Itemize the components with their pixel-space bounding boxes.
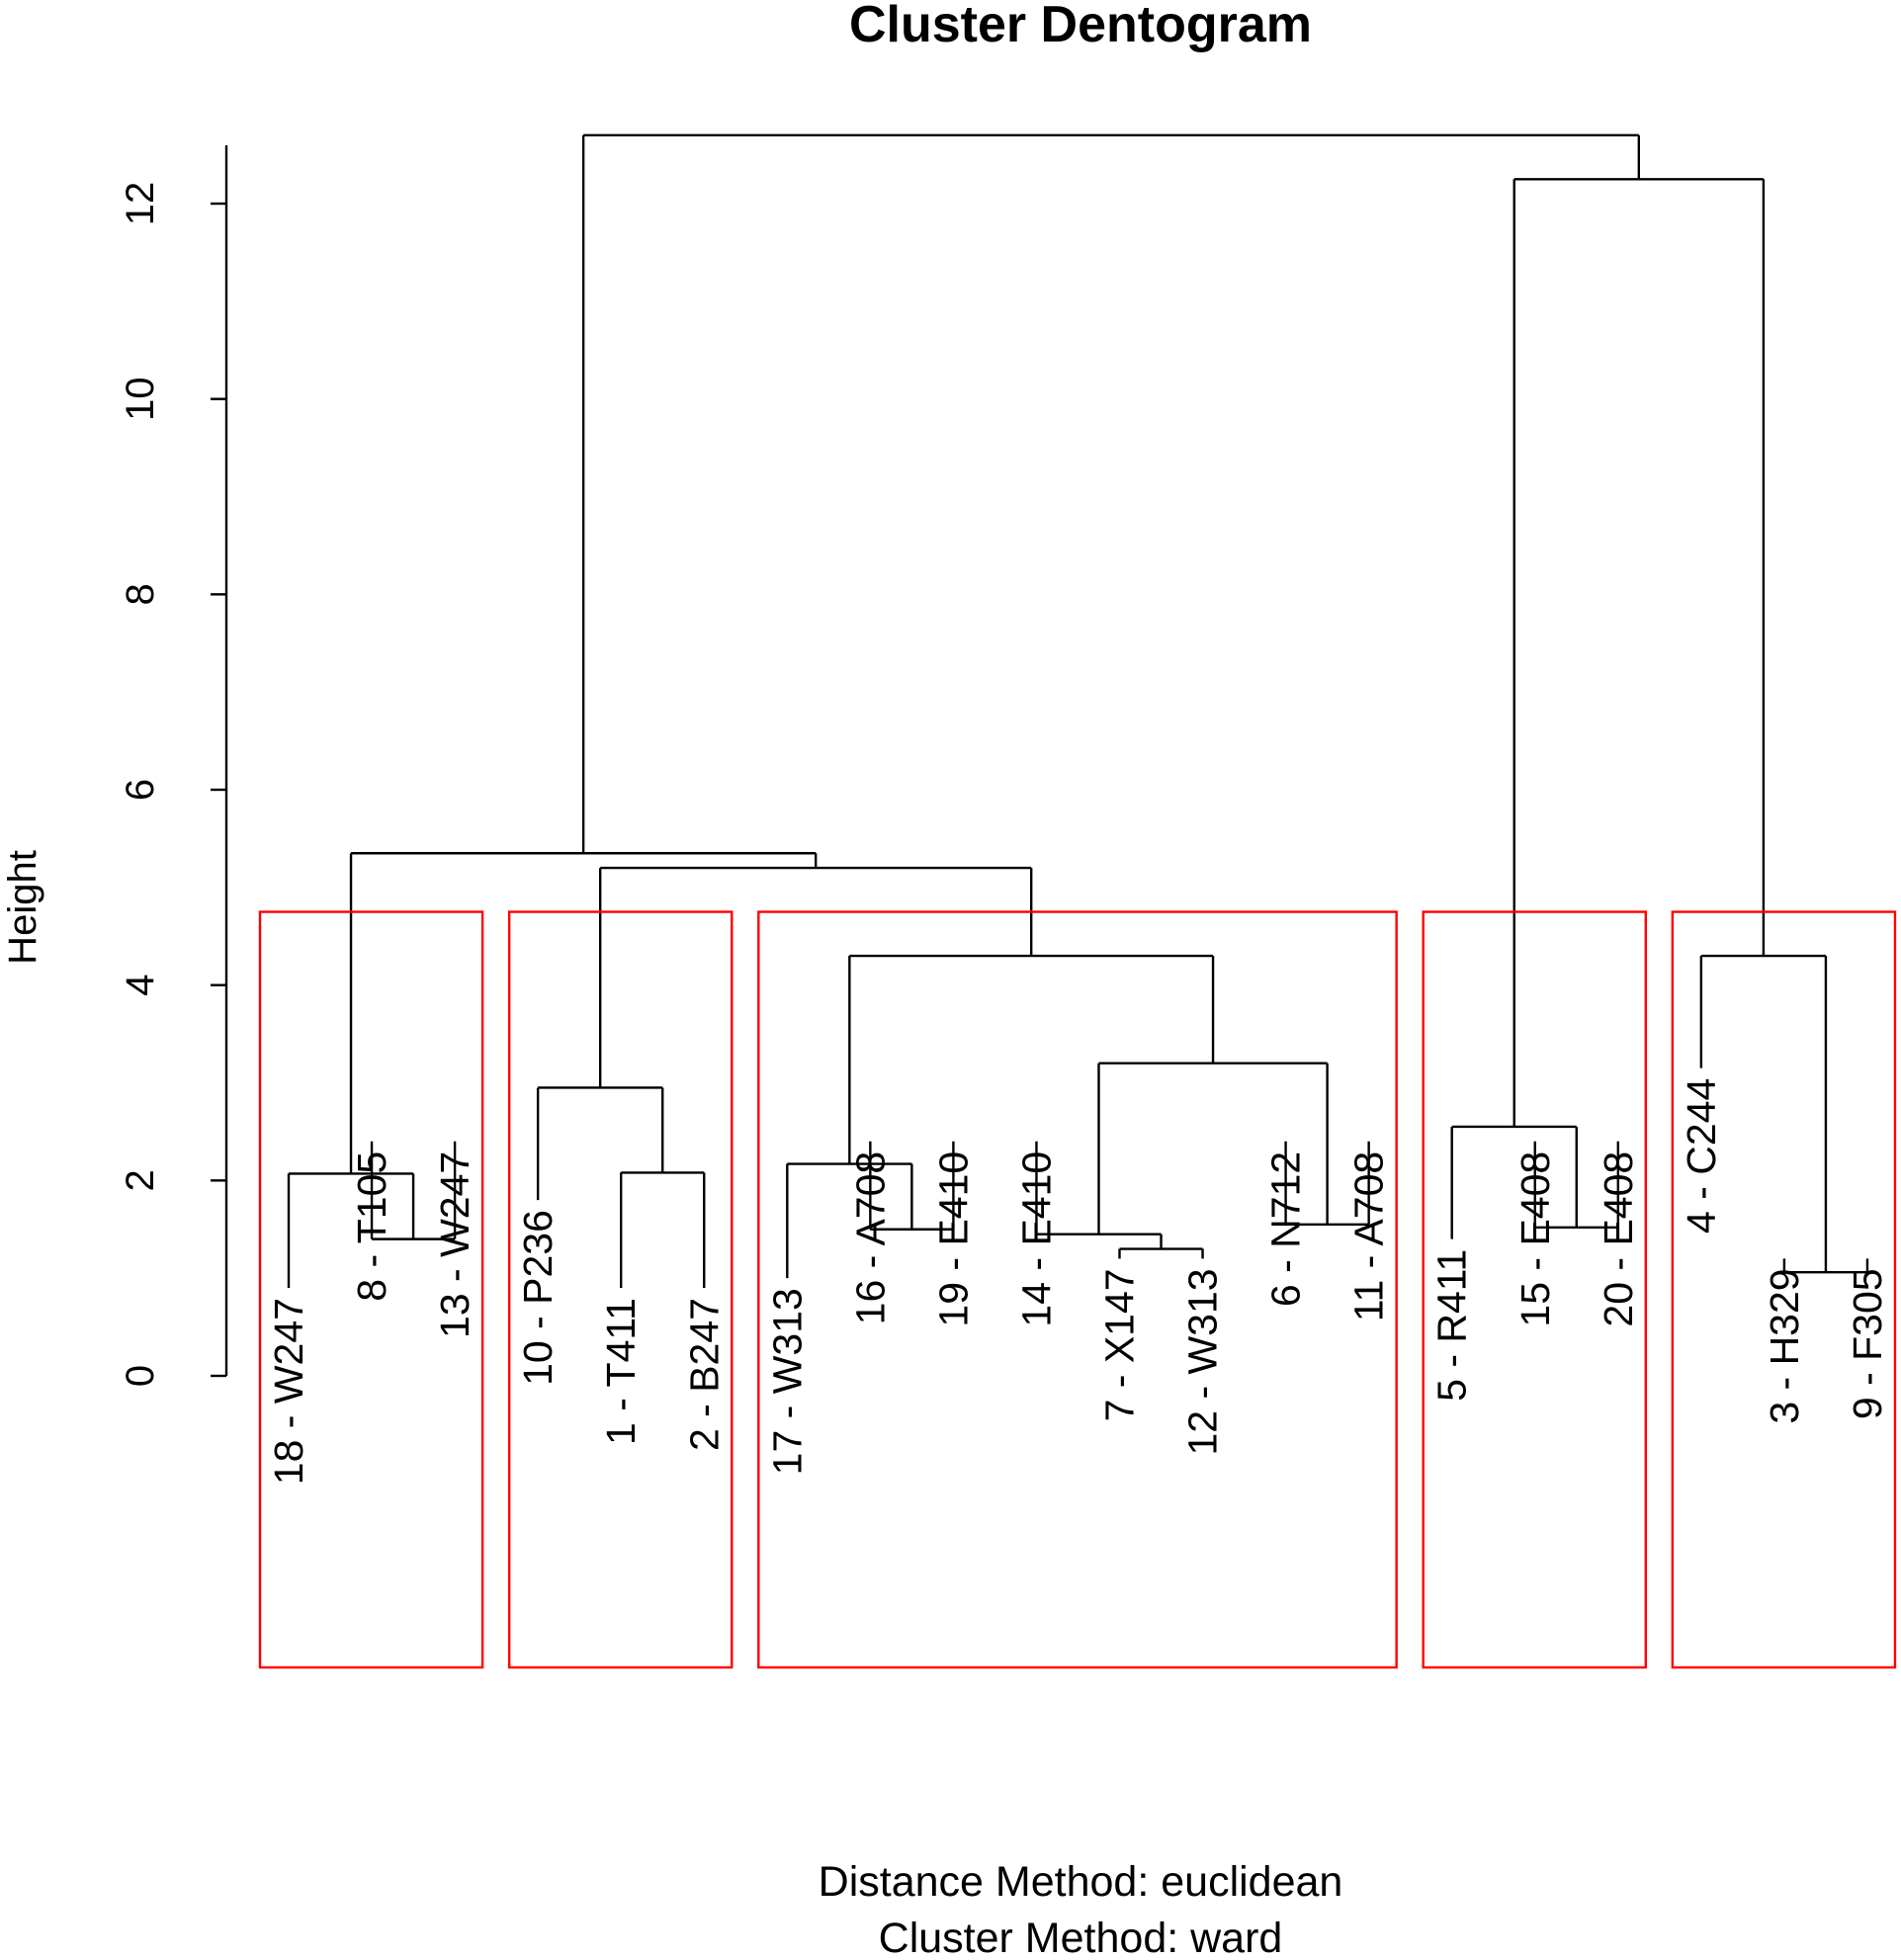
leaf-label: 15 - E408 [1512, 1151, 1558, 1327]
dendrogram-tree [287, 133, 1869, 1289]
y-tick-label: 12 [119, 182, 162, 226]
leaf-label: 13 - W247 [432, 1151, 477, 1338]
y-tick-label: 2 [119, 1169, 162, 1191]
leaf-label: 6 - N712 [1263, 1151, 1309, 1307]
cluster-boxes [258, 910, 1897, 1669]
y-tick-label: 6 [119, 779, 162, 801]
chart-title: Cluster Dentogram [849, 0, 1312, 53]
cluster-box [757, 910, 1398, 1669]
leaf-label: 19 - E410 [930, 1151, 976, 1327]
leaf-label: 17 - W313 [764, 1288, 810, 1475]
leaf-label: 3 - H329 [1762, 1268, 1807, 1423]
leaf-label: 20 - E408 [1596, 1151, 1641, 1327]
leaf-label: 10 - P236 [515, 1210, 561, 1386]
leaf-label: 18 - W247 [266, 1298, 311, 1485]
cluster-method-label: Cluster Method: ward [879, 1915, 1283, 1960]
leaf-label: 4 - C244 [1679, 1078, 1724, 1234]
leaf-label: 9 - F305 [1845, 1268, 1890, 1419]
cluster-box [507, 910, 734, 1669]
leaf-label: 1 - T411 [598, 1298, 644, 1445]
y-tick-label: 10 [119, 377, 162, 421]
y-axis-label: Height [1, 850, 44, 965]
cluster-box [1422, 910, 1647, 1669]
y-tick-label: 4 [119, 975, 162, 996]
leaf-label: 14 - E410 [1013, 1151, 1059, 1327]
leaf-label: 2 - B247 [681, 1298, 727, 1451]
leaf-label: 7 - X147 [1097, 1268, 1143, 1421]
cluster-box [258, 910, 484, 1669]
distance-method-label: Distance Method: euclidean [819, 1858, 1343, 1906]
y-tick-label: 0 [119, 1365, 162, 1387]
y-axis: 0 2 4 6 8 10 12 [119, 145, 228, 1387]
y-tick-label: 8 [119, 583, 162, 605]
leaf-label: 5 - R411 [1429, 1249, 1475, 1402]
cluster-box [1671, 910, 1897, 1669]
leaf-label: 11 - A708 [1346, 1151, 1392, 1322]
leaf-label: 16 - A708 [847, 1151, 893, 1325]
leaf-label: 12 - W313 [1180, 1268, 1226, 1455]
leaf-labels: 18 - W247 8 - T105 13 - W247 10 - P236 1 - T… [266, 1078, 1890, 1486]
leaf-label: 8 - T105 [349, 1151, 394, 1302]
